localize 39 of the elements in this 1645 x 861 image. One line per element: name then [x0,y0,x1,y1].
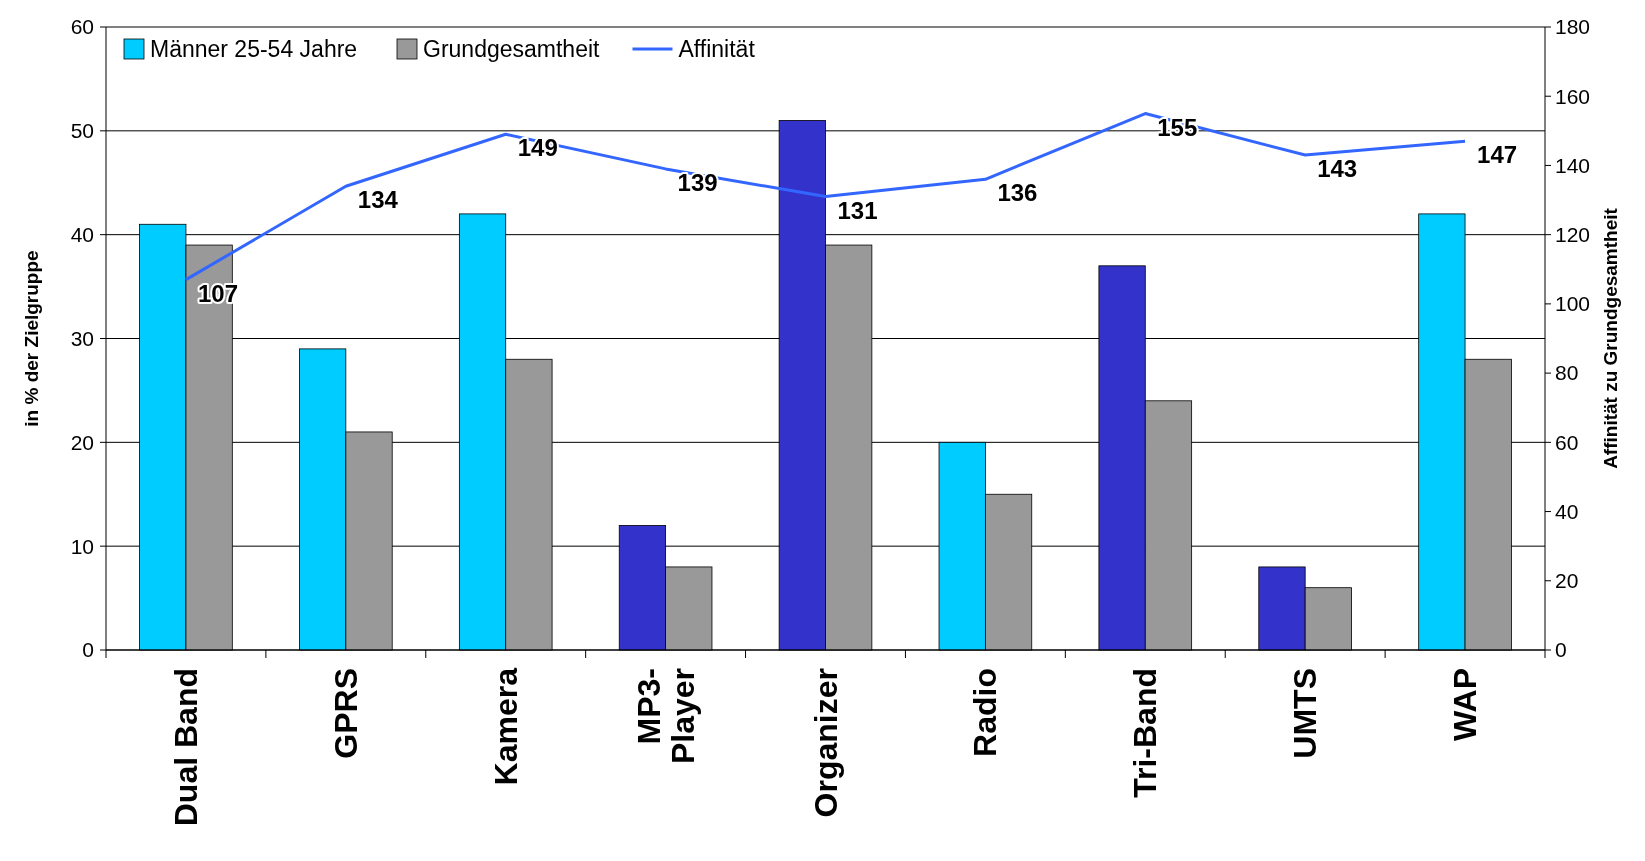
legend-label: Affinität [678,36,756,62]
x-tick-label: Dual Band [167,668,204,827]
data-label: 147 [1477,141,1518,169]
y2-tick-label: 20 [1555,569,1579,593]
x-tick-label: Kamera [487,667,524,786]
y-tick-label: 50 [70,119,94,143]
data-label: 134 [357,186,399,214]
data-label: 149 [517,134,558,162]
x-tick-label: GPRS [327,668,364,759]
y2-tick-label: 60 [1555,430,1579,454]
y2-tick-label: 40 [1555,499,1579,523]
y2-tick-label: 140 [1555,153,1591,177]
data-label: 143 [1317,155,1358,183]
y-tick-label: 20 [70,430,94,454]
data-label: 136 [997,179,1038,207]
y2-tick-label: 180 [1555,15,1591,39]
data-label: 139 [677,168,718,196]
y-tick-label: 30 [70,326,94,350]
y2-tick-label: 160 [1555,84,1591,108]
y-tick-label: 40 [70,223,94,247]
legend-label: Männer 25-54 Jahre [150,36,358,62]
y2-axis-title: Affinität zu Grundgesamtheit [1600,207,1621,469]
y2-tick-label: 100 [1555,292,1591,316]
y-axis-title: in % der Zielgruppe [21,250,42,427]
y-tick-label: 10 [70,534,94,558]
x-tick-label: Organizer [807,668,844,818]
data-label: 131 [837,196,878,224]
x-tick-label: MP3-Player [630,668,701,765]
legend-label: Grundgesamtheit [423,36,601,62]
y2-tick-label: 80 [1555,361,1579,385]
line-series [184,112,1467,282]
x-tick-label: WAP [1447,668,1484,741]
y-tick-label: 60 [70,15,94,39]
x-tick-label: UMTS [1287,668,1324,759]
y2-tick-label: 120 [1555,223,1591,247]
x-tick-label: Radio [967,668,1004,757]
x-tick-label: Tri-Band [1127,668,1164,798]
y-tick-label: 0 [82,638,94,662]
y2-tick-label: 0 [1555,638,1567,662]
